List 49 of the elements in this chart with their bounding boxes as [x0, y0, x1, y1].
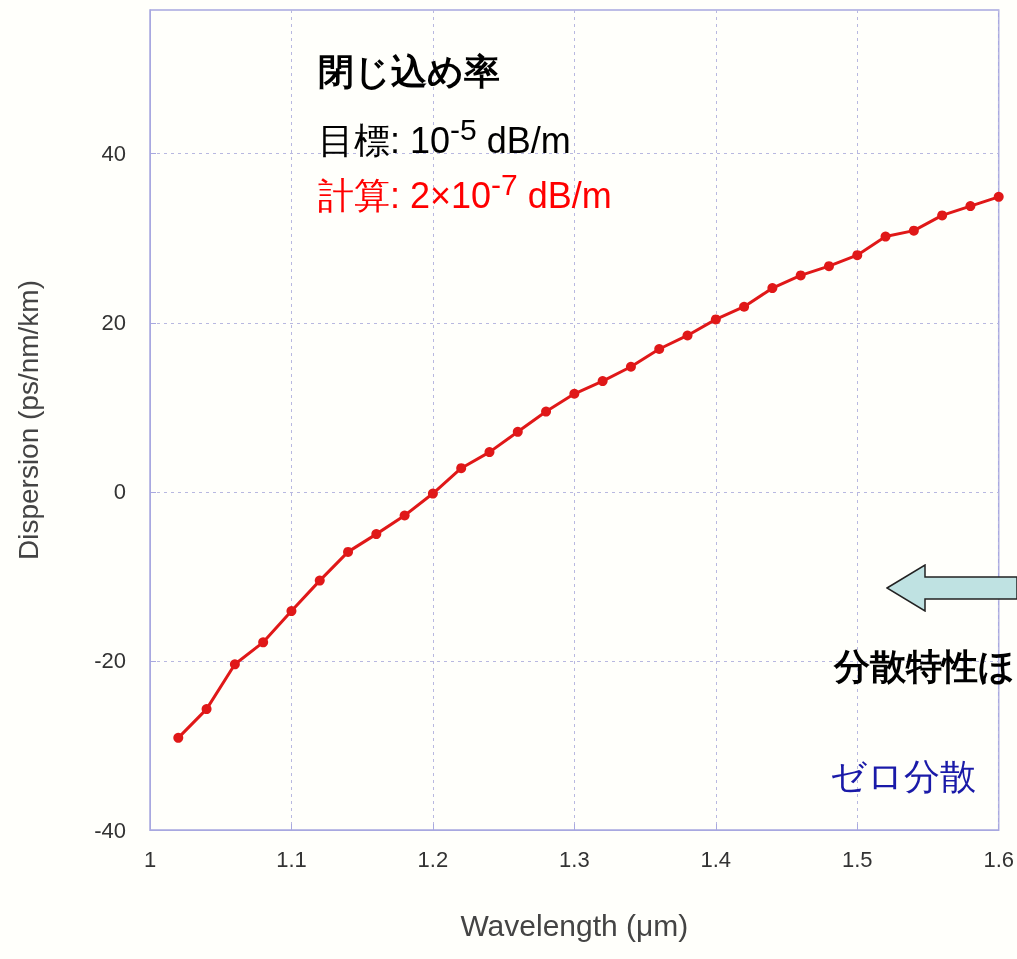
x-tick-label: 1.5 — [841, 846, 873, 872]
point — [286, 606, 297, 617]
y-axis-title: Dispersion (ps/nm/km) — [12, 279, 44, 561]
y-tick-label: 0 — [113, 479, 126, 505]
y-tick-label: 40 — [101, 141, 126, 167]
point — [739, 301, 750, 312]
point — [229, 659, 240, 670]
point — [201, 704, 212, 715]
point — [597, 376, 608, 387]
point — [654, 343, 665, 354]
point — [880, 231, 891, 242]
point — [541, 406, 552, 417]
annotation: 閉じ込め率 — [318, 50, 500, 94]
x-tick-label: 1.3 — [559, 846, 590, 872]
point — [965, 201, 976, 212]
annotation: 計算: 2×10$^{-7}$ dB/m — [318, 167, 612, 218]
point — [258, 637, 269, 648]
point — [908, 225, 919, 236]
y-tick-label: -20 — [94, 648, 126, 674]
point — [569, 388, 580, 399]
annotation: ゼロ分散 — [830, 755, 976, 799]
point — [795, 270, 806, 281]
x-tick-label: 1.4 — [700, 846, 732, 872]
point — [427, 488, 438, 499]
point — [512, 426, 523, 437]
point — [343, 546, 354, 557]
y-tick-label: 20 — [101, 310, 126, 336]
x-tick-label: 1.1 — [276, 846, 307, 872]
point — [767, 283, 778, 294]
y-tick-label: -40 — [94, 817, 126, 843]
point — [484, 447, 495, 458]
point — [371, 529, 382, 540]
point — [823, 261, 834, 272]
x-axis-title: Wavelength (μm) — [460, 908, 689, 942]
x-tick-label: 1.6 — [983, 846, 1015, 872]
annotation: 分散特性ほ — [834, 645, 1015, 689]
point — [625, 361, 636, 372]
point — [314, 575, 325, 586]
point — [173, 732, 184, 743]
x-tick-label: 1 — [143, 846, 157, 872]
annotation: 目標: 10$^{-5}$ dB/m — [318, 112, 571, 163]
point — [399, 510, 410, 521]
x-tick-label: 1.2 — [417, 846, 449, 872]
point — [993, 191, 1004, 202]
point — [682, 330, 693, 341]
point — [852, 250, 863, 261]
point — [937, 210, 948, 221]
point — [456, 463, 467, 474]
point — [710, 314, 721, 325]
